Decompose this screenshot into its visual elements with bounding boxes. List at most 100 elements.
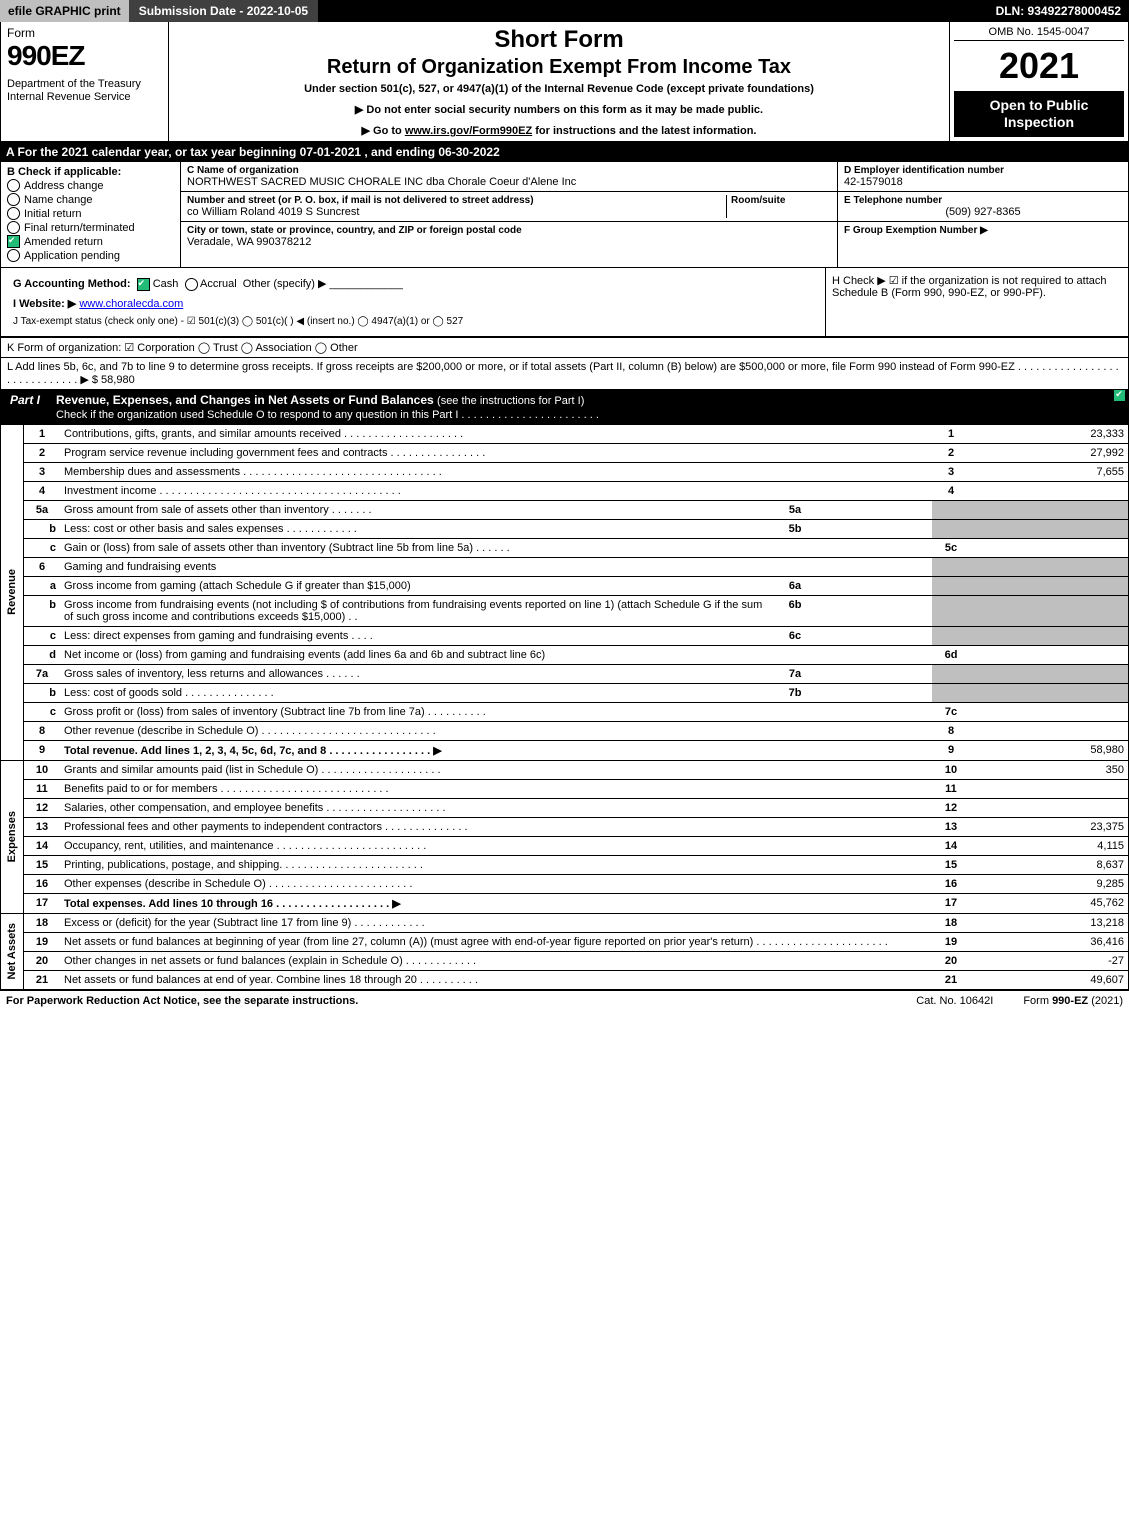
line-K: K Form of organization: ☑ Corporation ◯ …: [0, 337, 1129, 357]
row-8: 8Other revenue (describe in Schedule O) …: [24, 721, 1128, 740]
form-number: 990EZ: [7, 40, 85, 71]
title-return: Return of Organization Exempt From Incom…: [177, 56, 941, 79]
org-name: NORTHWEST SACRED MUSIC CHORALE INC dba C…: [187, 176, 831, 188]
line-I: I Website: ▶ www.choralecda.com: [7, 294, 819, 313]
cb-label: Amended return: [24, 236, 103, 248]
checkbox-accrual[interactable]: [185, 278, 198, 291]
row-2: 2Program service revenue including gover…: [24, 443, 1128, 462]
tax-year: 2021: [954, 41, 1124, 91]
department-label: Department of the Treasury Internal Reve…: [7, 78, 162, 104]
checkbox-initial-return[interactable]: [7, 207, 20, 220]
row-14: 14Occupancy, rent, utilities, and mainte…: [24, 836, 1128, 855]
block-G-H: G Accounting Method: Cash Accrual Other …: [0, 268, 1129, 337]
title-short-form: Short Form: [177, 26, 941, 54]
G-accrual: Accrual: [200, 278, 237, 290]
subtitle-goto: ▶ Go to www.irs.gov/Form990EZ for instru…: [177, 124, 941, 137]
subtitle-ssn: ▶ Do not enter social security numbers o…: [177, 103, 941, 116]
row-3: 3Membership dues and assessments . . . .…: [24, 462, 1128, 481]
cb-label: Application pending: [24, 250, 120, 262]
line-A-tax-year: A For the 2021 calendar year, or tax yea…: [0, 142, 1129, 162]
G-cash: Cash: [153, 278, 179, 290]
omb-number: OMB No. 1545-0047: [954, 26, 1124, 41]
goto-pre: ▶ Go to: [362, 125, 405, 137]
row-4: 4Investment income . . . . . . . . . . .…: [24, 481, 1128, 500]
checkbox-schedule-o[interactable]: [1113, 389, 1126, 402]
row-21: 21Net assets or fund balances at end of …: [24, 970, 1128, 989]
net-assets-table: 18Excess or (deficit) for the year (Subt…: [24, 914, 1128, 989]
form-id-block: Form 990EZ Department of the Treasury In…: [1, 22, 169, 141]
org-city: Veradale, WA 990378212: [187, 236, 831, 248]
ein: 42-1579018: [844, 176, 1122, 188]
part1-title: Revenue, Expenses, and Changes in Net As…: [50, 389, 1109, 425]
F-group-label: F Group Exemption Number ▶: [844, 225, 1122, 236]
row-7b: bLess: cost of goods sold . . . . . . . …: [24, 683, 1128, 702]
row-20: 20Other changes in net assets or fund ba…: [24, 951, 1128, 970]
B-title: B Check if applicable:: [7, 166, 174, 178]
row-6b: bGross income from fundraising events (n…: [24, 595, 1128, 626]
row-19: 19Net assets or fund balances at beginni…: [24, 932, 1128, 951]
part1-tab: Part I: [0, 389, 50, 425]
entity-block: B Check if applicable: Address change Na…: [0, 162, 1129, 268]
open-to-public: Open to Public Inspection: [954, 91, 1124, 137]
line-L: L Add lines 5b, 6c, and 7b to line 9 to …: [0, 357, 1129, 389]
website-link[interactable]: www.choralecda.com: [79, 298, 183, 310]
row-5b: bLess: cost or other basis and sales exp…: [24, 519, 1128, 538]
L-amount: 58,980: [101, 374, 135, 386]
efile-print-label: efile GRAPHIC print: [0, 0, 129, 22]
part1-check: [1109, 389, 1129, 425]
row-5a: 5aGross amount from sale of assets other…: [24, 500, 1128, 519]
form-title-block: Short Form Return of Organization Exempt…: [169, 22, 949, 141]
D-ein-label: D Employer identification number: [844, 165, 1122, 176]
checkbox-name-change[interactable]: [7, 193, 20, 206]
submission-date: Submission Date - 2022-10-05: [129, 0, 318, 22]
col-B: B Check if applicable: Address change Na…: [1, 162, 181, 267]
row-5c: cGain or (loss) from sale of assets othe…: [24, 538, 1128, 557]
cb-label: Address change: [24, 180, 104, 192]
checkbox-amended-return[interactable]: [7, 235, 20, 248]
subtitle-section: Under section 501(c), 527, or 4947(a)(1)…: [177, 83, 941, 95]
part1-title-note: (see the instructions for Part I): [437, 395, 584, 407]
row-7a: 7aGross sales of inventory, less returns…: [24, 664, 1128, 683]
footer-cat: Cat. No. 10642I: [916, 995, 993, 1007]
revenue-side-label: Revenue: [1, 425, 24, 760]
irs-link[interactable]: www.irs.gov/Form990EZ: [405, 125, 532, 137]
I-label: I Website: ▶: [13, 298, 76, 310]
row-6: 6Gaming and fundraising events: [24, 557, 1128, 576]
part1-title-text: Revenue, Expenses, and Changes in Net As…: [56, 393, 434, 407]
org-street: co William Roland 4019 S Suncrest: [187, 206, 726, 218]
form-word: Form: [7, 26, 35, 40]
row-7c: cGross profit or (loss) from sales of in…: [24, 702, 1128, 721]
net-assets-section: Net Assets 18Excess or (deficit) for the…: [0, 914, 1129, 990]
row-11: 11Benefits paid to or for members . . . …: [24, 779, 1128, 798]
row-16: 16Other expenses (describe in Schedule O…: [24, 874, 1128, 893]
line-H: H Check ▶ ☑ if the organization is not r…: [825, 268, 1128, 336]
checkbox-address-change[interactable]: [7, 179, 20, 192]
C-name-label: C Name of organization: [187, 165, 831, 176]
telephone: (509) 927-8365: [844, 206, 1122, 218]
E-tel-label: E Telephone number: [844, 195, 1122, 206]
row-15: 15Printing, publications, postage, and s…: [24, 855, 1128, 874]
form-header: Form 990EZ Department of the Treasury In…: [0, 22, 1129, 142]
C-city-label: City or town, state or province, country…: [187, 225, 831, 236]
checkbox-cash[interactable]: [137, 278, 150, 291]
goto-post: for instructions and the latest informat…: [532, 125, 756, 137]
part1-header: Part I Revenue, Expenses, and Changes in…: [0, 389, 1129, 425]
G-other: Other (specify) ▶: [243, 278, 327, 290]
checkbox-final-return[interactable]: [7, 221, 20, 234]
row-12: 12Salaries, other compensation, and empl…: [24, 798, 1128, 817]
row-9: 9Total revenue. Add lines 1, 2, 3, 4, 5c…: [24, 740, 1128, 760]
col-C: C Name of organization NORTHWEST SACRED …: [181, 162, 838, 267]
cb-label: Final return/terminated: [24, 222, 135, 234]
dln: DLN: 93492278000452: [988, 0, 1129, 22]
top-bar: efile GRAPHIC print Submission Date - 20…: [0, 0, 1129, 22]
row-10: 10Grants and similar amounts paid (list …: [24, 761, 1128, 780]
checkbox-application-pending[interactable]: [7, 249, 20, 262]
net-assets-side-label: Net Assets: [1, 914, 24, 989]
row-6a: aGross income from gaming (attach Schedu…: [24, 576, 1128, 595]
cb-label: Name change: [24, 194, 93, 206]
row-6c: cLess: direct expenses from gaming and f…: [24, 626, 1128, 645]
line-J: J Tax-exempt status (check only one) - ☑…: [7, 313, 819, 330]
part1-check-line: Check if the organization used Schedule …: [56, 409, 599, 421]
footer-form: Form 990-EZ (2021): [1023, 995, 1123, 1007]
footer-left: For Paperwork Reduction Act Notice, see …: [6, 995, 886, 1007]
